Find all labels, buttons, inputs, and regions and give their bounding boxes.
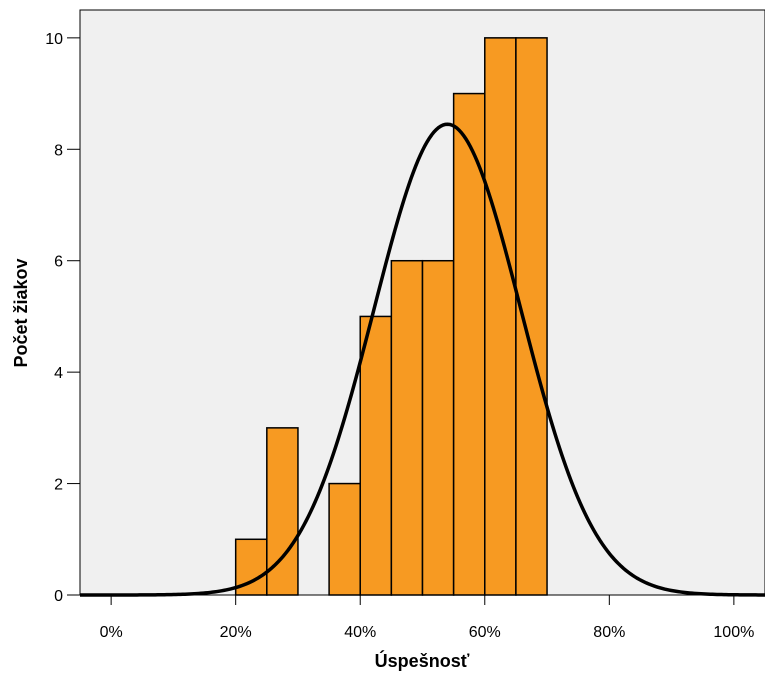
x-axis-title: Úspešnosť [375,650,470,671]
y-axis-title: Počet žiakov [11,258,31,367]
x-tick-label: 0% [100,624,123,641]
histogram-bar [390,259,424,596]
x-tick-label: 20% [220,624,252,641]
x-tick-label: 100% [713,624,754,641]
y-axis: 0 2 4 6 8 10 [45,10,81,605]
histogram-bar [328,482,361,596]
x-axis: 0% 20% 40% 60% 80% 100% [80,594,765,641]
y-tick-label: 0 [54,588,63,605]
y-tick-label: 4 [54,365,63,382]
y-tick-label: 6 [54,254,63,271]
histogram-bar [359,315,393,596]
bars-group [234,37,548,596]
y-tick-label: 2 [54,477,63,494]
x-tick-label: 80% [593,624,625,641]
histogram-bar [421,259,455,596]
x-tick-label: 40% [344,624,376,641]
histogram-bar [484,37,517,596]
y-tick-label: 8 [54,142,63,159]
y-tick-label: 10 [45,31,63,48]
normal-curve [80,122,765,597]
x-tick-label: 60% [469,624,501,641]
histogram-bar [515,37,548,596]
